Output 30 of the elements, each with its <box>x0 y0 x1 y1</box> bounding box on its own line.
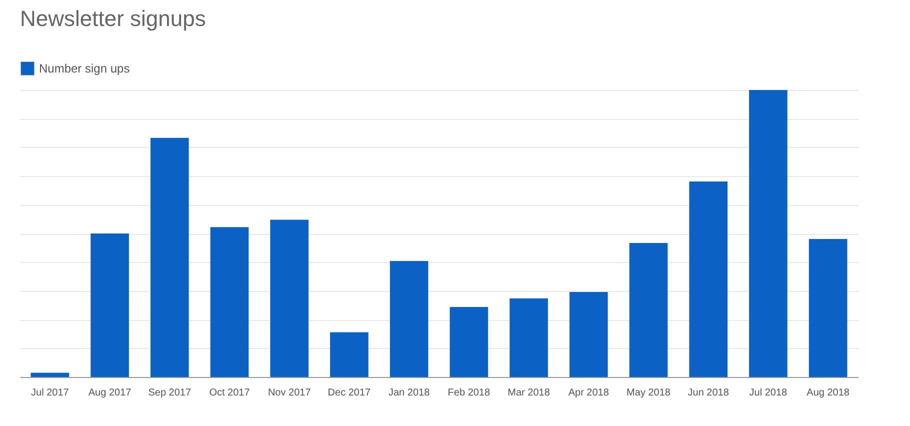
x-tick-label: Jul 2018 <box>749 388 788 398</box>
x-tick-label: Jan 2018 <box>388 388 430 398</box>
bar <box>150 138 189 377</box>
bar <box>450 306 488 377</box>
x-tick-label: Nov 2017 <box>268 388 312 398</box>
chart-title: Newsletter signups <box>20 6 206 31</box>
x-tick-label: May 2018 <box>626 388 671 398</box>
bar <box>30 372 70 377</box>
bar <box>808 238 848 377</box>
x-tick-label: Aug 2018 <box>806 388 850 398</box>
bar <box>90 234 129 377</box>
bar <box>210 227 249 377</box>
x-tick-label: Jun 2018 <box>688 388 730 398</box>
x-tick-label: Sep 2017 <box>148 388 192 398</box>
x-tick-label: Dec 2017 <box>328 388 372 398</box>
bar <box>390 261 428 377</box>
x-tick-label: Mar 2018 <box>508 388 550 398</box>
x-tick-label: Feb 2018 <box>448 388 490 398</box>
bar <box>569 292 608 377</box>
bar <box>510 298 548 377</box>
bar <box>629 242 668 377</box>
bar <box>330 332 368 377</box>
x-tick-label: Apr 2018 <box>568 388 610 398</box>
x-tick-label: Oct 2017 <box>209 388 250 398</box>
legend-label: Number sign ups <box>39 62 130 76</box>
x-tick-label: Jul 2017 <box>31 388 70 398</box>
bar <box>689 182 728 377</box>
x-tick-label: Aug 2017 <box>88 388 132 398</box>
bar <box>270 220 309 377</box>
bar <box>749 90 788 377</box>
